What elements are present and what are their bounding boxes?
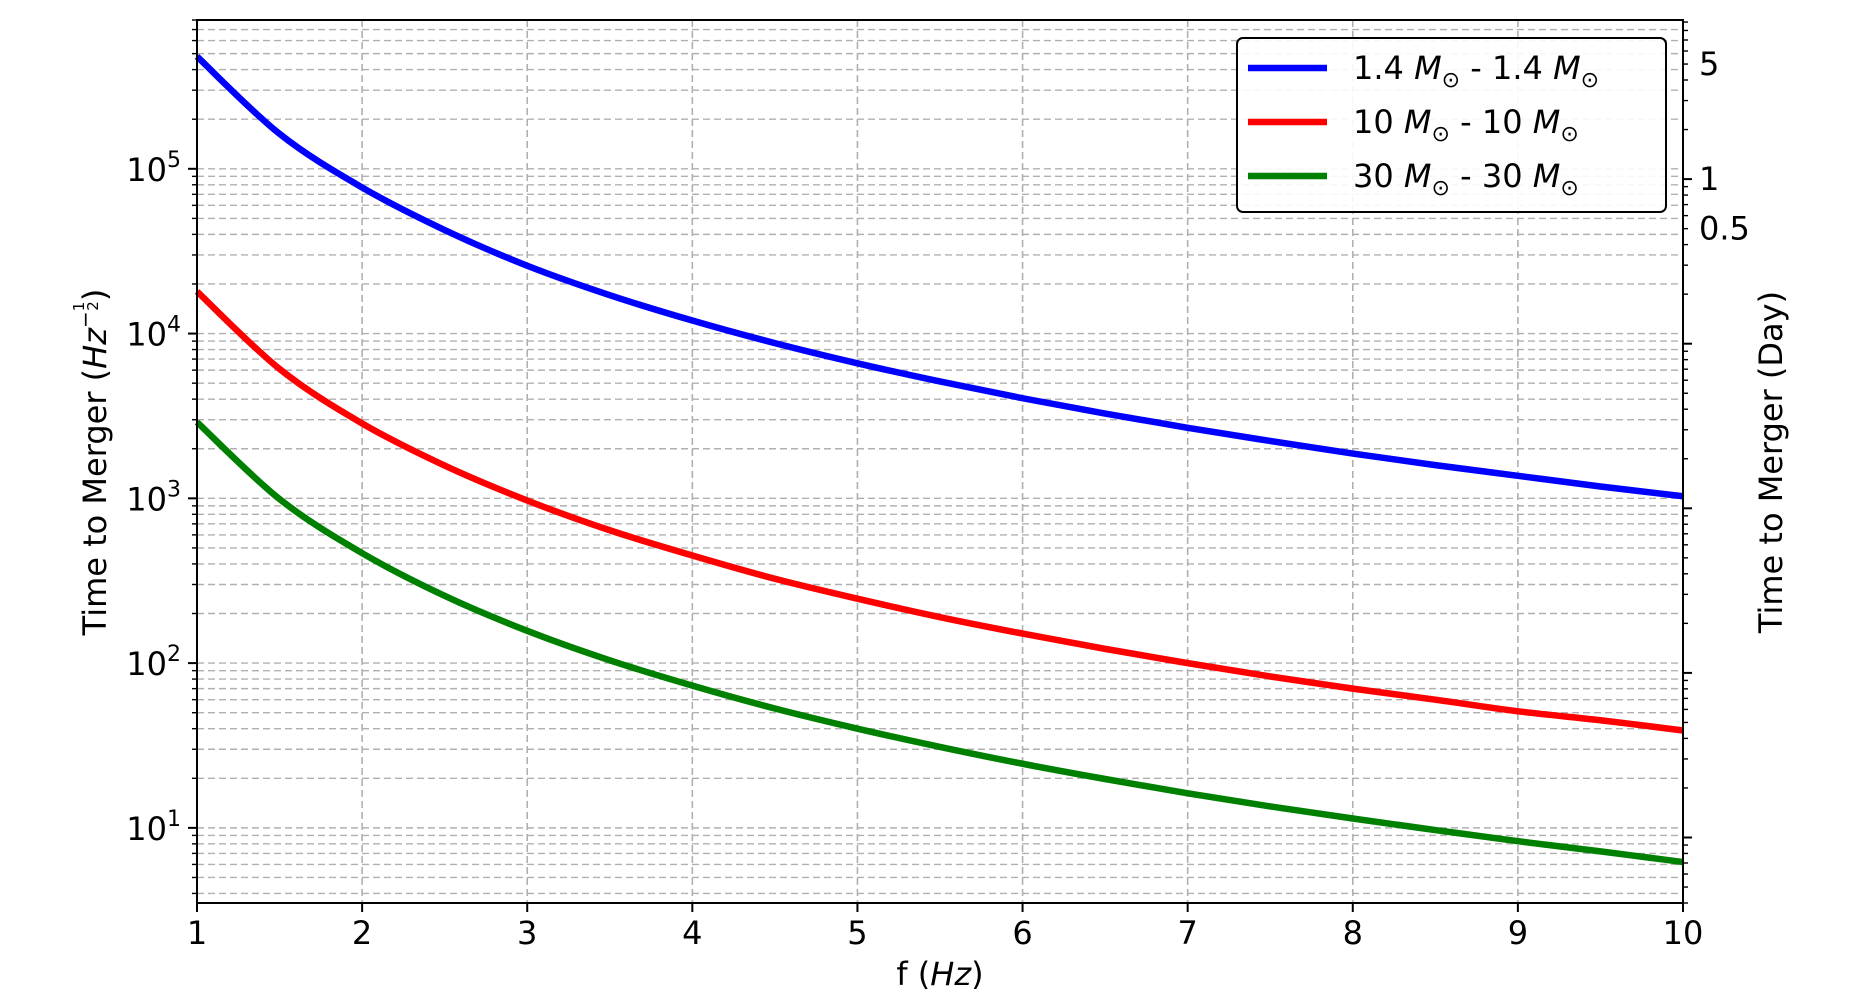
y-tick-label-1: 102 <box>126 642 181 683</box>
y2-axis: 510.5 <box>1683 21 1750 904</box>
x-tick-label-9: 10 <box>1663 914 1704 952</box>
series-line-2 <box>194 419 1684 866</box>
series-line-0 <box>194 54 1684 500</box>
x-axis: 1 2 3 4 5 6 7 8 9 10 <box>187 903 1704 952</box>
legend-label-1: 10 M⊙ - 10 M⊙ <box>1353 103 1579 147</box>
x-axis-label: f (Hz) <box>896 955 983 993</box>
y2-axis-label: Time to Merger (Day) <box>1752 291 1790 634</box>
x-tick-label-3: 4 <box>682 914 702 952</box>
x-tick-label-7: 8 <box>1343 914 1363 952</box>
x-tick-label-5: 6 <box>1012 914 1032 952</box>
x-tick-label-2: 3 <box>517 914 537 952</box>
series-line-1 <box>194 289 1684 734</box>
x-tick-label-1: 2 <box>352 914 372 952</box>
plot-frame <box>196 19 1684 904</box>
y-tick-label-0: 101 <box>126 807 181 848</box>
x-tick-label-8: 9 <box>1508 914 1528 952</box>
legend: 1.4 M⊙ - 1.4 M⊙ 10 M⊙ - 10 M⊙ 30 M⊙ - 30 M… <box>1236 37 1667 213</box>
y-axis: 101 102 103 104 105 <box>126 19 197 895</box>
x-tick-label-6: 7 <box>1177 914 1197 952</box>
y2-tick-label-0: 5 <box>1699 45 1719 83</box>
y2-tick-label-1: 1 <box>1699 160 1719 198</box>
plot-lines <box>194 54 1684 866</box>
y-tick-label-2: 103 <box>126 477 181 518</box>
x-tick-label-0: 1 <box>187 914 207 952</box>
y-tick-label-3: 104 <box>126 313 181 354</box>
x-tick-label-4: 5 <box>847 914 867 952</box>
legend-box <box>1236 37 1667 213</box>
y2-tick-label-2: 0.5 <box>1699 210 1750 248</box>
y-axis-label: Time to Merger (Hz−12) <box>70 289 114 637</box>
y-tick-label-4: 105 <box>126 148 181 189</box>
legend-label-0: 1.4 M⊙ - 1.4 M⊙ <box>1353 49 1599 93</box>
grid <box>196 19 1684 903</box>
legend-label-2: 30 M⊙ - 30 M⊙ <box>1353 157 1579 201</box>
